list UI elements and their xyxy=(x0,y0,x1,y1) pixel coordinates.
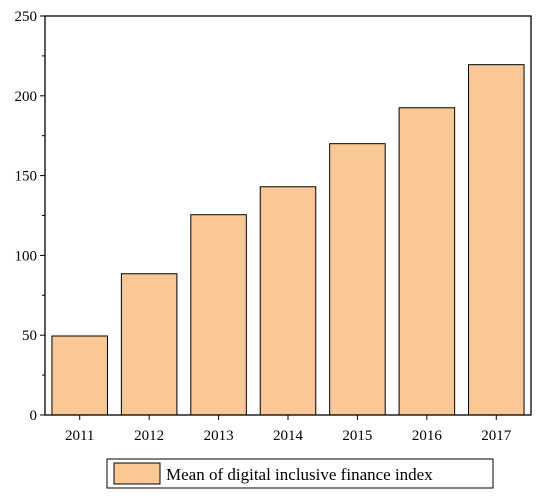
x-tick-label: 2013 xyxy=(204,428,234,444)
x-tick-label: 2014 xyxy=(273,428,304,444)
y-tick-label: 100 xyxy=(15,248,38,264)
y-tick-label: 150 xyxy=(15,169,38,185)
legend-box xyxy=(106,458,494,489)
bar-2016 xyxy=(398,107,456,416)
bar-2017 xyxy=(468,64,525,416)
bar-2015 xyxy=(329,143,386,416)
x-tick-label: 2015 xyxy=(342,428,372,444)
y-tick-label: 0 xyxy=(30,408,38,424)
bar-2014 xyxy=(259,186,317,416)
bars-group xyxy=(51,64,525,416)
y-tick-label: 200 xyxy=(15,89,38,105)
bar-2012 xyxy=(120,273,178,416)
x-axis: 2011 2012 2013 2014 2015 2016 2017 xyxy=(65,415,512,444)
y-tick-label: 50 xyxy=(22,328,37,344)
x-tick-label: 2011 xyxy=(65,428,94,444)
legend: Mean of digital inclusive finance index xyxy=(106,458,494,489)
bar-2013 xyxy=(190,214,247,416)
legend-label: Mean of digital inclusive finance index xyxy=(166,465,433,484)
y-axis: 0 50 100 150 200 250 xyxy=(15,9,45,424)
x-tick-label: 2012 xyxy=(134,428,164,444)
y-tick-label: 250 xyxy=(15,9,38,25)
x-tick-label: 2017 xyxy=(481,428,512,444)
legend-swatch xyxy=(113,462,161,485)
x-tick-label: 2016 xyxy=(412,428,443,444)
bar-2011 xyxy=(51,335,108,416)
